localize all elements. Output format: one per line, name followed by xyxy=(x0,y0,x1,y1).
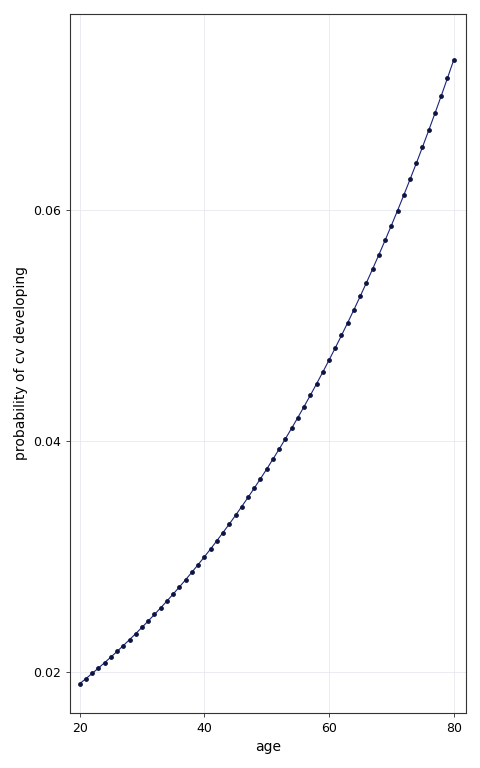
Point xyxy=(394,204,401,217)
Point xyxy=(276,443,283,455)
Point xyxy=(107,651,115,664)
Point xyxy=(144,615,152,627)
Point xyxy=(431,108,439,120)
Point xyxy=(232,509,240,521)
Point xyxy=(219,526,227,538)
Point xyxy=(244,492,252,504)
Point xyxy=(101,657,108,669)
Point xyxy=(88,667,96,680)
Point xyxy=(238,501,246,513)
Point xyxy=(369,263,376,275)
Point xyxy=(387,220,395,232)
Point xyxy=(350,303,358,316)
Point xyxy=(412,157,420,170)
Point xyxy=(194,558,202,571)
Point xyxy=(312,378,320,390)
Point xyxy=(337,329,345,342)
Point xyxy=(151,608,158,621)
Point xyxy=(132,627,140,640)
Point xyxy=(282,432,289,445)
Point xyxy=(82,673,90,685)
Point xyxy=(113,645,121,657)
Point xyxy=(169,588,177,600)
Point xyxy=(437,90,445,102)
Point xyxy=(157,601,165,614)
Point xyxy=(201,551,208,563)
Point xyxy=(400,189,408,201)
Point xyxy=(257,472,264,485)
Point xyxy=(325,354,333,366)
Point xyxy=(425,124,432,137)
Point xyxy=(319,366,326,379)
Point xyxy=(176,581,183,593)
Point xyxy=(226,518,233,530)
Point xyxy=(188,566,196,578)
Point xyxy=(269,453,277,465)
Point xyxy=(288,422,296,435)
Point xyxy=(263,463,271,475)
Point xyxy=(251,482,258,495)
Point xyxy=(126,634,133,646)
Point xyxy=(444,72,451,84)
Point xyxy=(406,174,414,186)
Point xyxy=(344,316,351,329)
Y-axis label: probability of cv developing: probability of cv developing xyxy=(14,266,28,460)
Point xyxy=(331,342,339,354)
Point xyxy=(163,595,171,607)
Point xyxy=(300,400,308,412)
Point xyxy=(356,290,364,303)
Point xyxy=(362,276,370,289)
Point xyxy=(95,662,102,674)
X-axis label: age: age xyxy=(255,740,281,754)
Point xyxy=(207,543,215,555)
Point xyxy=(213,535,221,547)
Point xyxy=(381,234,389,247)
Point xyxy=(306,389,314,402)
Point xyxy=(450,54,457,66)
Point xyxy=(419,141,426,153)
Point xyxy=(76,677,84,690)
Point xyxy=(294,412,301,424)
Point xyxy=(120,640,127,652)
Point xyxy=(375,249,383,261)
Point xyxy=(138,621,146,634)
Point xyxy=(182,574,190,586)
